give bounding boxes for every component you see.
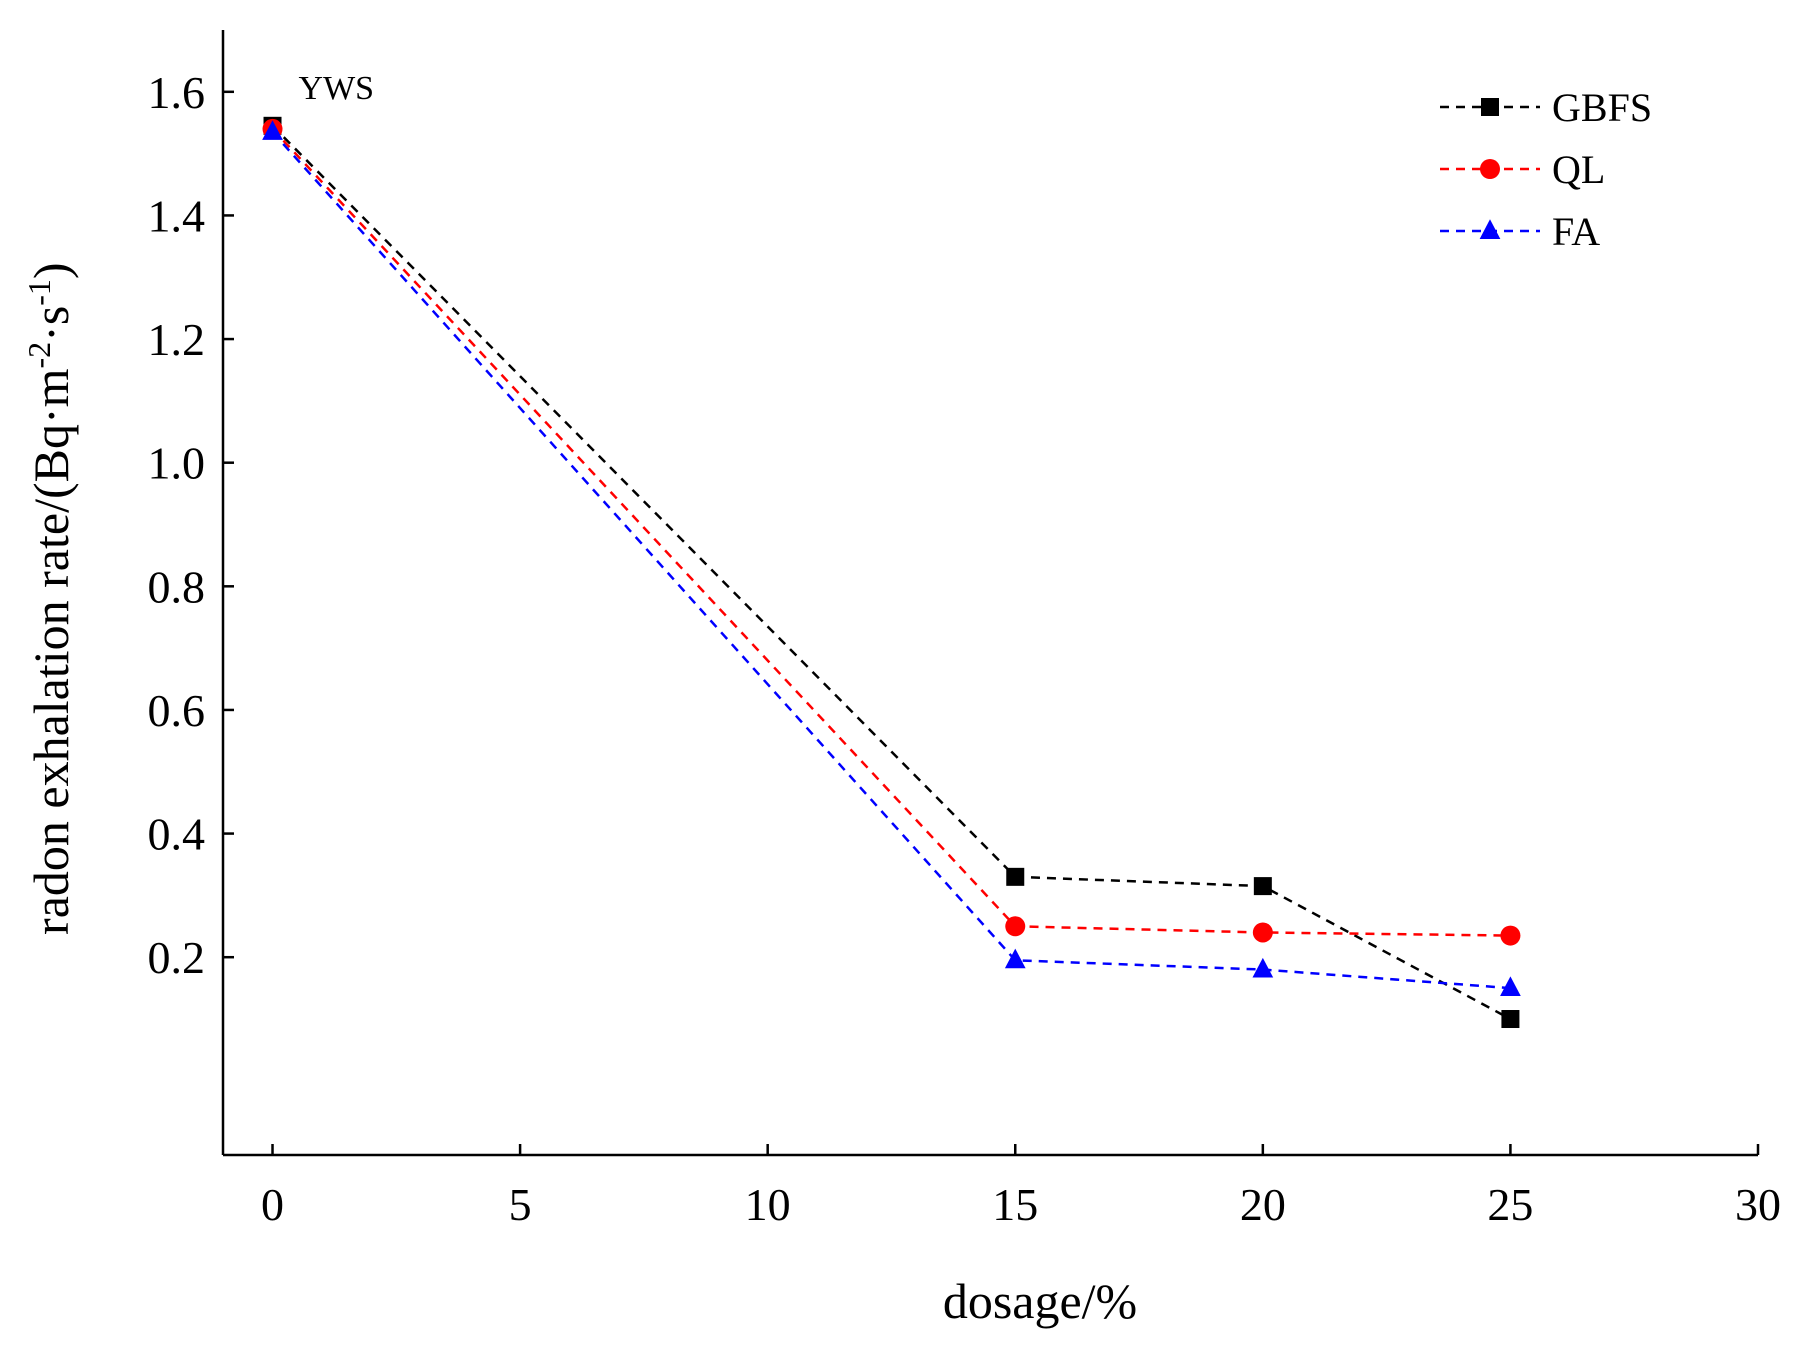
- data-point-ql: [1005, 916, 1026, 937]
- legend-label-ql: QL: [1552, 147, 1605, 192]
- y-tick-label: 0.6: [148, 685, 206, 736]
- y-tick-label: 1.2: [148, 314, 206, 365]
- data-point-ql: [1252, 922, 1273, 943]
- annotation-yws: YWS: [299, 70, 375, 107]
- legend-marker-gbfs: [1481, 98, 1499, 116]
- y-axis-title-end: ): [23, 262, 79, 279]
- y-axis-title: radon exhalation rate/(Bq·m-2·s-1): [21, 262, 79, 935]
- x-tick-label: 0: [261, 1179, 284, 1230]
- data-point-fa: [1252, 957, 1274, 978]
- y-axis-title-mid: ·s: [23, 306, 79, 342]
- legend-marker-ql: [1480, 159, 1500, 179]
- data-point-fa: [262, 120, 283, 140]
- data-point-gbfs: [1006, 867, 1025, 886]
- legend: GBFS QL FA: [1440, 85, 1652, 254]
- x-tick-label: 20: [1240, 1179, 1286, 1230]
- series-line-ql: [271, 128, 1511, 937]
- y-tick-label: 1.6: [148, 67, 206, 118]
- axes-group: [221, 30, 1758, 1157]
- data-point-gbfs: [1501, 1010, 1520, 1029]
- y-tick-label: 0.2: [148, 932, 206, 983]
- x-tick-label: 10: [745, 1179, 791, 1230]
- x-ticks: 0 5 10 15 20 25 30: [261, 1144, 1781, 1230]
- series-line-gbfs: [271, 124, 1512, 1021]
- data-point-fa: [1500, 976, 1521, 997]
- y-tick-label: 1.0: [148, 438, 206, 489]
- y-tick-label: 1.4: [148, 190, 206, 241]
- legend-label-gbfs: GBFS: [1552, 85, 1652, 130]
- data-point-fa: [1004, 948, 1026, 969]
- legend-marker-fa: [1479, 219, 1501, 239]
- x-axis-title: dosage/%: [943, 1273, 1137, 1329]
- x-tick-label: 15: [992, 1179, 1038, 1230]
- series-line-fa: [271, 131, 1511, 990]
- y-axis-title-sup1: -2: [21, 342, 57, 369]
- y-axis-title-sup2: -1: [21, 279, 57, 306]
- y-tick-label: 0.4: [148, 809, 206, 860]
- data-point-gbfs: [1253, 877, 1272, 896]
- x-tick-label: 30: [1735, 1179, 1781, 1230]
- y-tick-label: 0.8: [148, 561, 206, 612]
- x-tick-label: 5: [509, 1179, 532, 1230]
- y-axis-title-main: radon exhalation rate/(Bq·m: [23, 368, 79, 935]
- data-point-ql: [1500, 925, 1521, 946]
- x-tick-label: 25: [1487, 1179, 1533, 1230]
- y-ticks: 0.2 0.4 0.6 0.8 1.0 1.2 1.4 1.6: [148, 67, 234, 983]
- legend-label-fa: FA: [1552, 209, 1600, 254]
- series-group: [262, 116, 1521, 1029]
